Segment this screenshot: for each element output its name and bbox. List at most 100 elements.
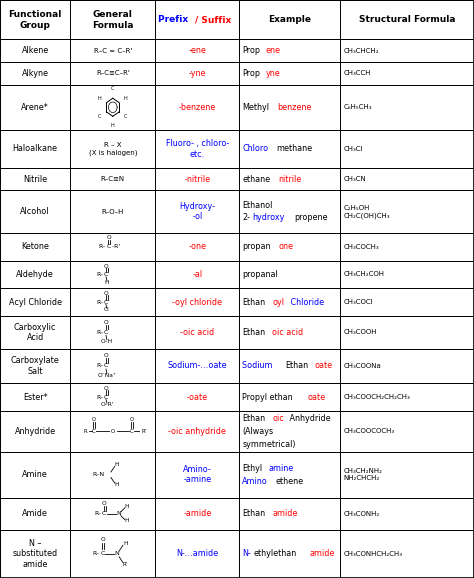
Text: C₂H₅OH
CH₂C(OH)CH₃: C₂H₅OH CH₂C(OH)CH₃ [343,205,390,218]
Text: -al: -al [192,270,202,279]
Bar [155,411,239,452]
Text: R–: R– [96,364,104,369]
Bar [340,39,474,62]
Text: Prop: Prop [242,46,260,55]
Text: H: H [105,280,109,285]
Text: R–: R– [96,272,104,277]
Text: R–: R– [96,330,104,335]
Text: CH₃COOH: CH₃COOH [343,329,377,335]
Text: -oic acid: -oic acid [181,328,214,337]
Bar [0,0,70,39]
Text: Alcohol: Alcohol [20,207,50,216]
Bar [340,191,474,233]
Text: nitrile: nitrile [279,175,302,184]
Text: one: one [279,242,294,251]
Text: C: C [124,114,128,119]
Bar [0,84,70,130]
Text: O: O [104,320,108,325]
Text: Fluoro- , chloro-
etc.: Fluoro- , chloro- etc. [166,139,229,158]
Bar [155,316,239,349]
Text: Functional
Group: Functional Group [9,10,62,29]
Text: Anhydride: Anhydride [287,414,331,423]
Text: oyl: oyl [272,298,284,307]
Bar [0,191,70,233]
Text: Prop: Prop [242,69,260,78]
Bar [155,84,239,130]
Bar [0,316,70,349]
Text: Arene*: Arene* [21,103,49,112]
Text: hydroxy: hydroxy [253,213,285,223]
Bar [0,168,70,191]
Text: R–N: R–N [92,472,105,477]
Text: C: C [104,395,108,399]
Text: O: O [104,353,108,358]
Bar [70,233,155,261]
Text: oic acid: oic acid [272,328,303,337]
Text: ene: ene [265,46,281,55]
Bar [340,168,474,191]
Text: H: H [123,541,128,546]
Text: CH₃COONa: CH₃COONa [343,363,381,369]
Text: Alkyne: Alkyne [22,69,48,78]
Text: O: O [130,417,134,421]
Text: C: C [104,299,108,305]
Text: Propyl ethan: Propyl ethan [242,392,293,402]
Text: R–C = C–R': R–C = C–R' [94,48,132,54]
Text: -benzene: -benzene [179,103,216,112]
Text: CH₃COOCOCH₃: CH₃COOCOCH₃ [343,428,394,434]
Text: O–R': O–R' [100,402,114,407]
Text: amide: amide [272,509,297,518]
Text: H: H [125,504,129,509]
Bar [70,452,155,498]
Text: H: H [115,483,119,487]
Text: -nitrile: -nitrile [184,175,210,184]
Text: N –
substituted
amide: N – substituted amide [12,539,58,569]
Text: / Suffix: / Suffix [195,15,231,24]
Bar [0,498,70,530]
Bar [0,288,70,316]
Text: yne: yne [265,69,280,78]
Bar [0,233,70,261]
Bar [0,383,70,411]
Text: Example: Example [268,15,311,24]
Bar [340,349,474,383]
Text: R: R [83,429,87,434]
Text: amine: amine [268,464,293,473]
Text: Prefix: Prefix [158,15,191,24]
Text: O–H: O–H [101,339,113,344]
Text: O: O [100,537,105,542]
Text: Ethan: Ethan [242,414,265,423]
Bar [155,62,239,84]
Text: N: N [114,551,119,557]
Bar [239,168,340,191]
Bar [340,530,474,578]
Text: Alkene: Alkene [21,46,49,55]
Text: Carboxylate
Salt: Carboxylate Salt [11,356,59,376]
Text: Amino: Amino [242,477,268,486]
Bar [155,498,239,530]
Text: benzene: benzene [277,103,311,112]
Text: 2-: 2- [242,213,250,223]
Bar [70,191,155,233]
Text: Chloro: Chloro [242,144,268,153]
Bar [340,288,474,316]
Text: General
Formula: General Formula [92,10,134,29]
Bar [239,84,340,130]
Text: O: O [92,417,96,421]
Text: Carboxylic
Acid: Carboxylic Acid [14,323,56,342]
Text: -one: -one [189,242,206,251]
Text: Sodium: Sodium [242,361,275,370]
Bar [340,130,474,168]
Text: O: O [111,429,115,434]
Bar [70,0,155,39]
Text: ethylethan: ethylethan [254,550,297,558]
Bar [70,411,155,452]
Text: H: H [125,518,129,523]
Text: Amino-
-amine: Amino- -amine [183,465,212,484]
Bar [340,261,474,288]
Bar [239,349,340,383]
Bar [239,191,340,233]
Text: R–C≡C–R': R–C≡C–R' [96,71,130,76]
Text: N-: N- [242,550,251,558]
Text: C: C [104,330,108,335]
